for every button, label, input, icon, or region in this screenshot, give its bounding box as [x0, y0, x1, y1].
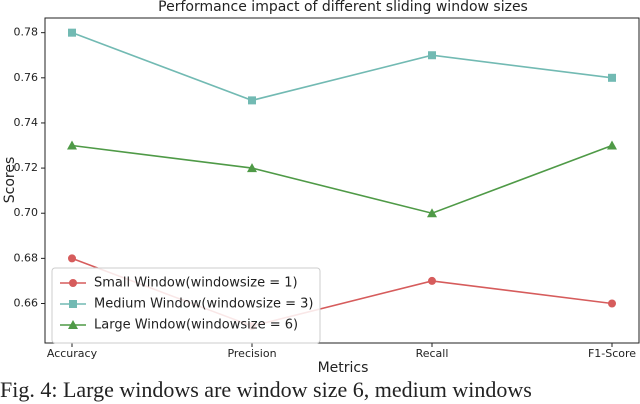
legend-label: Large Window(windowsize = 6) [94, 318, 298, 333]
x-tick-label: Recall [416, 347, 449, 360]
y-tick-label: 0.74 [14, 116, 39, 129]
legend-marker [69, 300, 77, 308]
data-point [248, 96, 256, 105]
y-tick-label: 0.68 [14, 251, 39, 264]
chart-title: Performance impact of different sliding … [158, 0, 528, 15]
y-tick-label: 0.66 [14, 297, 39, 310]
y-tick-label: 0.78 [14, 26, 39, 39]
figure-caption: Fig. 4: Large windows are window size 6,… [0, 377, 532, 402]
legend-marker [69, 279, 77, 287]
data-point [247, 163, 257, 173]
data-point [68, 254, 76, 263]
legend-label: Small Window(windowsize = 1) [94, 276, 298, 291]
x-axis-label: Metrics [318, 360, 369, 376]
plot-frame [44, 17, 640, 344]
data-point [608, 299, 616, 308]
legend-box [51, 267, 321, 344]
series-line [71, 144, 613, 215]
data-point [427, 208, 437, 218]
y-tick-label: 0.76 [14, 71, 39, 84]
legend-label: Medium Window(windowsize = 3) [94, 297, 313, 312]
x-tick-label: Precision [227, 347, 276, 360]
data-point [428, 276, 436, 285]
data-point [67, 140, 77, 150]
y-axis-label: Scores [2, 157, 18, 204]
x-tick-label: Accuracy [47, 347, 98, 360]
x-tick-label: F1-Score [588, 347, 636, 360]
y-tick-label: 0.70 [14, 206, 39, 219]
data-point [68, 28, 76, 37]
legend-marker [68, 320, 78, 329]
data-point [428, 51, 436, 60]
series-line [71, 31, 613, 102]
data-point [608, 73, 616, 82]
data-point [607, 140, 617, 150]
y-tick-label: 0.72 [14, 161, 39, 174]
